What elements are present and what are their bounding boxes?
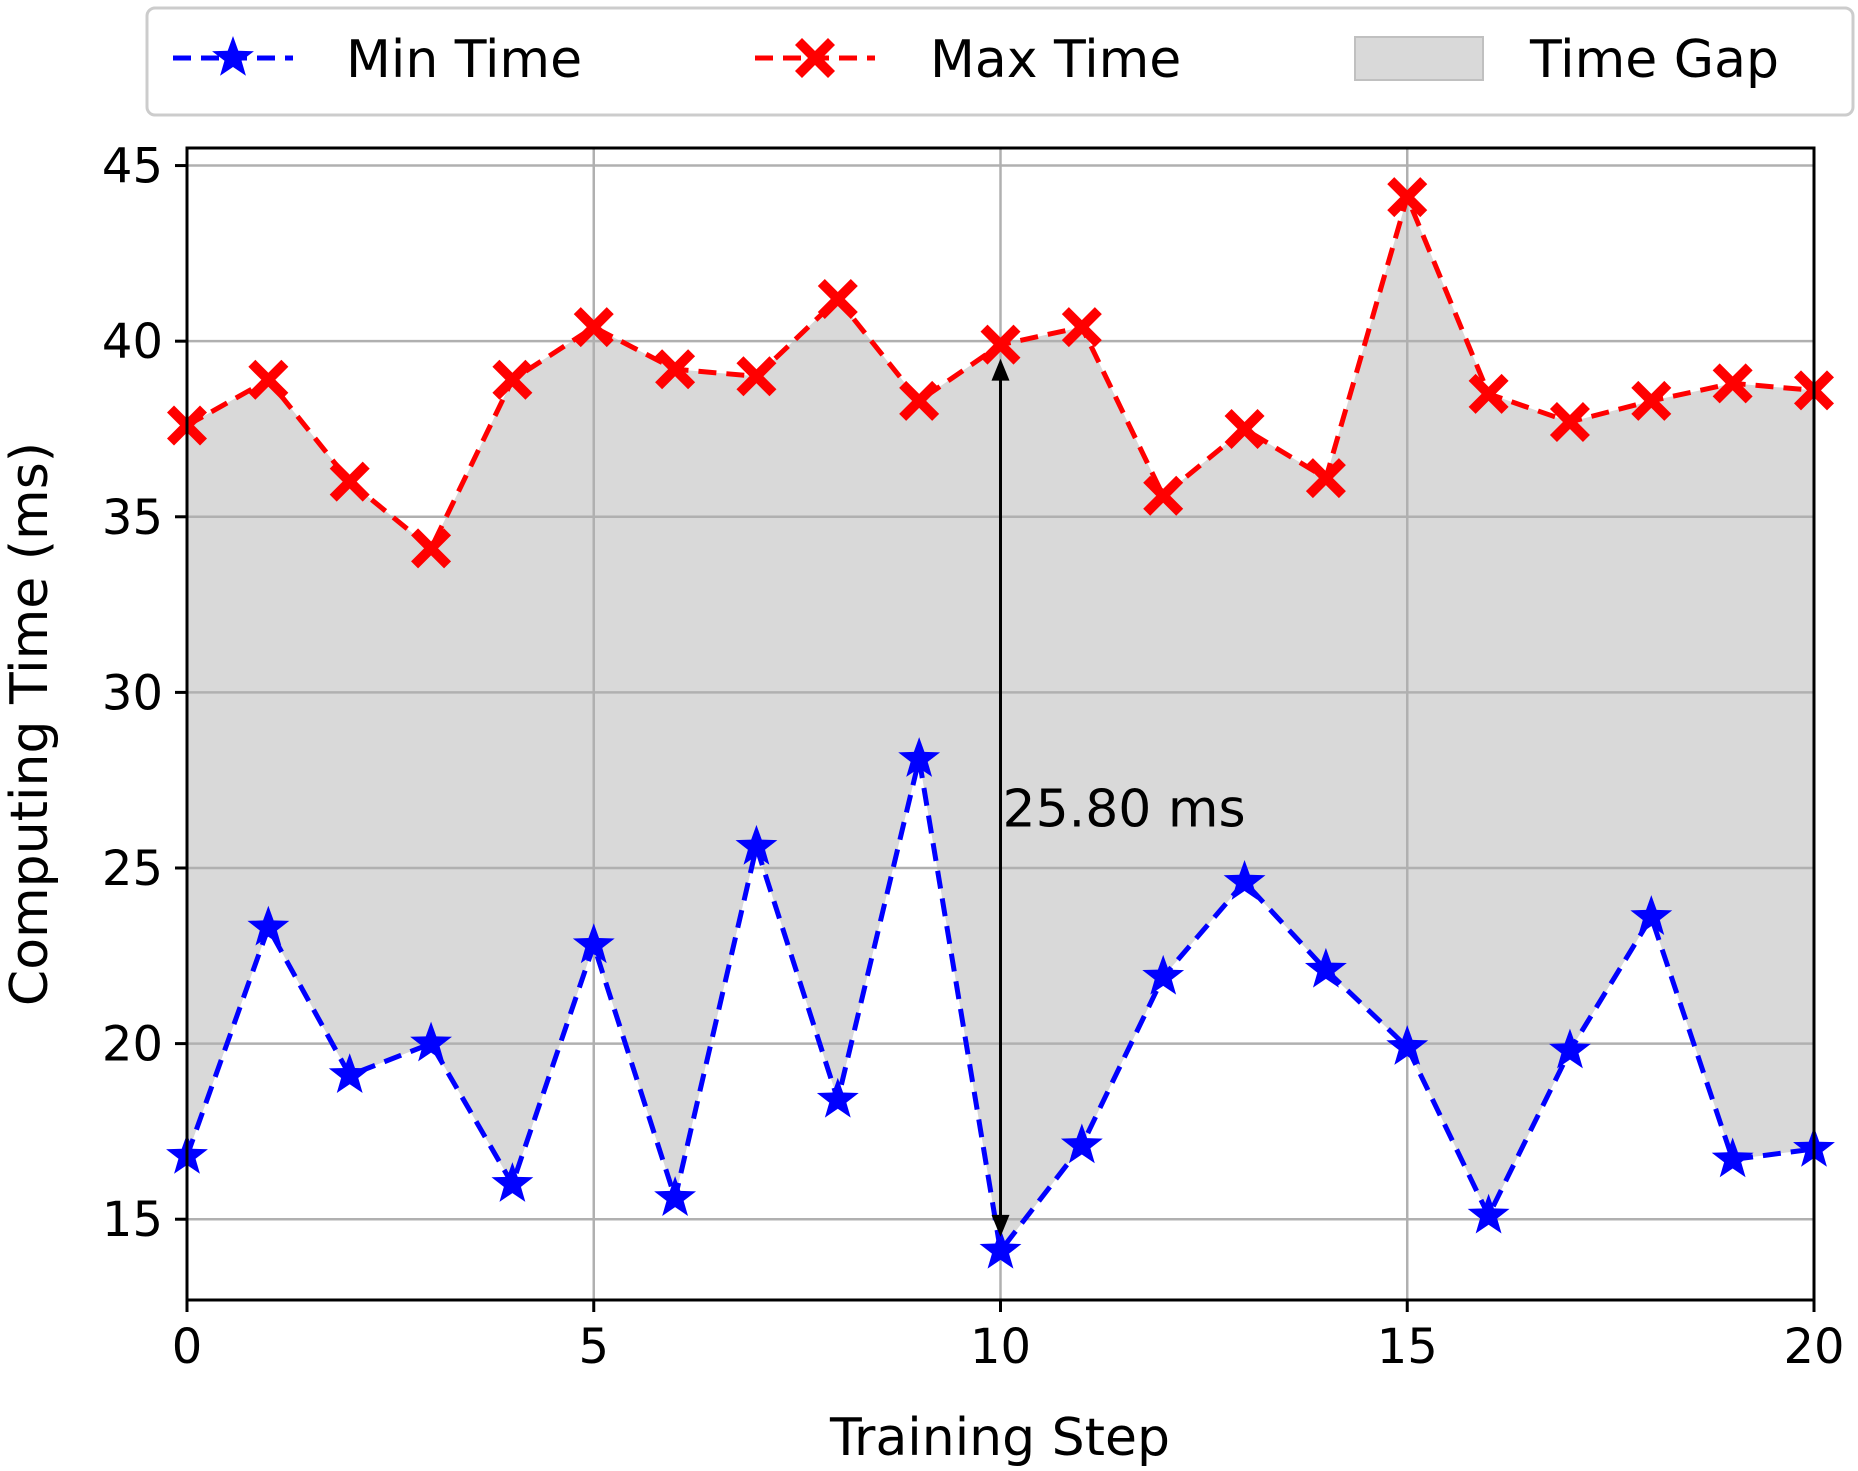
point-min-time bbox=[491, 1162, 534, 1202]
point-min-time bbox=[1549, 1028, 1591, 1069]
point-min-time bbox=[1386, 1025, 1429, 1065]
point-max-time bbox=[411, 528, 452, 569]
x-tick-label: 10 bbox=[970, 1319, 1031, 1375]
point-min-time bbox=[247, 905, 290, 946]
y-tick-label: 15 bbox=[102, 1192, 163, 1248]
point-max-time bbox=[655, 349, 696, 390]
point-max-time bbox=[1631, 380, 1672, 421]
point-max-time bbox=[899, 380, 940, 421]
point-min-time bbox=[328, 1053, 371, 1094]
x-tick-label: 15 bbox=[1377, 1319, 1438, 1375]
point-max-time bbox=[1712, 363, 1753, 404]
legend-item-time-gap: Time Gap bbox=[1354, 30, 1779, 90]
point-min-time bbox=[1304, 947, 1347, 988]
point-min-time bbox=[1467, 1193, 1510, 1234]
legend-item-max-time: Max Time bbox=[755, 30, 1181, 90]
tick-layer: 0 5 10 15 20 15 20 25 30 35 40 45 bbox=[102, 139, 1845, 1375]
point-max-time bbox=[980, 324, 1021, 365]
arrow-head-down-icon bbox=[991, 1214, 1010, 1237]
point-min-time bbox=[410, 1021, 452, 1062]
point-max-time bbox=[1061, 307, 1102, 348]
legend-item-min-time: Min Time bbox=[173, 30, 582, 90]
x-axis-label: Training Step bbox=[829, 1408, 1170, 1468]
legend-label-time-gap: Time Gap bbox=[1529, 30, 1779, 90]
series-line-min-time bbox=[187, 758, 1814, 1257]
legend-frame bbox=[145, 6, 1855, 117]
point-max-time bbox=[492, 359, 533, 400]
annotation-layer: 25.80 ms bbox=[991, 358, 1246, 1237]
point-min-time bbox=[1711, 1137, 1754, 1178]
legend-marker-max-time-x-icon bbox=[795, 38, 835, 78]
x-tick-label: 5 bbox=[578, 1319, 609, 1375]
y-axis-label: Computing Time (ms) bbox=[0, 442, 60, 1006]
point-min-time bbox=[1060, 1123, 1103, 1164]
point-max-time bbox=[736, 356, 777, 397]
y-tick-label: 35 bbox=[102, 490, 163, 546]
point-max-time bbox=[1468, 373, 1509, 414]
point-max-time bbox=[817, 279, 858, 320]
y-tick-label: 40 bbox=[102, 314, 163, 370]
point-min-time bbox=[735, 824, 778, 865]
point-min-time bbox=[816, 1077, 859, 1118]
point-max-time bbox=[248, 359, 289, 400]
point-min-time bbox=[1630, 895, 1673, 935]
point-max-time bbox=[573, 307, 614, 348]
point-max-time bbox=[1305, 458, 1346, 499]
y-tick-label: 30 bbox=[102, 665, 163, 721]
point-min-time bbox=[979, 1228, 1022, 1269]
legend-label-max-time: Max Time bbox=[930, 30, 1181, 90]
arrow-head-up-icon bbox=[991, 358, 1010, 381]
y-tick-label: 25 bbox=[102, 841, 163, 897]
marker-layer bbox=[166, 177, 1835, 1269]
legend-marker-min-time-star-icon bbox=[212, 36, 254, 76]
point-min-time bbox=[1142, 954, 1185, 995]
point-max-time bbox=[1224, 408, 1265, 449]
gap-annotation-label: 25.80 ms bbox=[1003, 779, 1246, 839]
point-max-time bbox=[1143, 475, 1184, 516]
y-tick-label: 20 bbox=[102, 1017, 163, 1073]
point-max-time bbox=[329, 461, 370, 502]
point-max-time bbox=[1549, 401, 1590, 442]
y-tick-label: 45 bbox=[102, 139, 163, 195]
x-tick-label: 20 bbox=[1783, 1319, 1844, 1375]
point-min-time bbox=[1223, 860, 1266, 900]
legend-label-min-time: Min Time bbox=[346, 30, 582, 90]
legend: Min Time Max Time Time Gap bbox=[145, 6, 1855, 117]
point-max-time bbox=[1387, 177, 1428, 218]
point-min-time bbox=[654, 1176, 697, 1216]
point-min-time bbox=[572, 923, 615, 964]
point-min-time bbox=[898, 737, 941, 777]
x-tick-label: 0 bbox=[172, 1319, 203, 1375]
legend-swatch-time-gap bbox=[1354, 36, 1484, 81]
